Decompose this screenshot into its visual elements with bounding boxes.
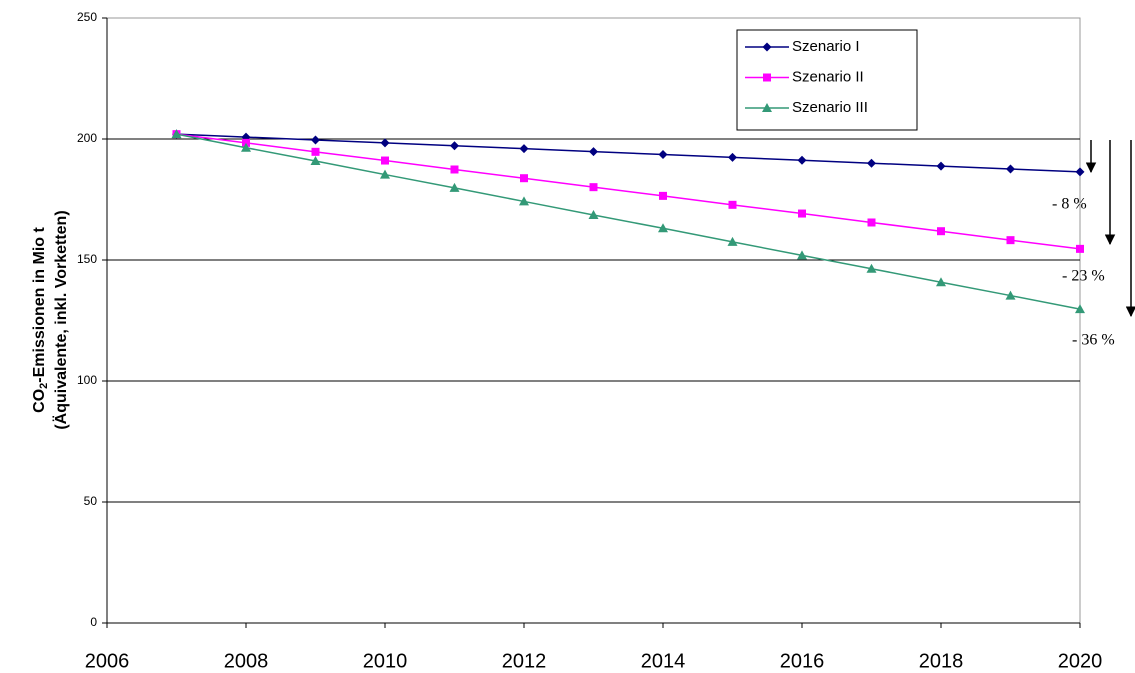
y-tick-label: 250 xyxy=(77,10,97,24)
marker xyxy=(380,169,390,179)
legend-label: Szenario I xyxy=(792,38,860,55)
y-tick-label: 100 xyxy=(77,373,97,387)
title-part: 2 xyxy=(38,383,50,389)
marker xyxy=(867,218,876,227)
legend-label: Szenario III xyxy=(792,99,868,116)
marker xyxy=(1076,244,1084,253)
marker xyxy=(1006,164,1015,174)
marker xyxy=(658,223,668,233)
y-tick-label: 200 xyxy=(77,131,97,145)
legend-label: Szenario II xyxy=(792,68,864,85)
marker xyxy=(937,227,945,236)
marker xyxy=(728,152,737,162)
marker xyxy=(450,165,459,174)
y-axis-title: CO2-Emissionen in Mio t (Äquivalente, in… xyxy=(31,210,70,429)
marker xyxy=(797,250,807,260)
marker xyxy=(381,156,389,165)
marker xyxy=(589,183,598,192)
marker xyxy=(1005,290,1016,300)
marker xyxy=(311,135,320,145)
x-tick-label: 2012 xyxy=(502,650,547,672)
series-line xyxy=(176,133,1081,310)
legend-marker xyxy=(763,73,771,82)
marker xyxy=(1075,304,1085,314)
marker xyxy=(936,161,946,171)
marker xyxy=(588,209,599,219)
marker xyxy=(659,191,667,200)
marker xyxy=(171,129,182,139)
marker xyxy=(1075,167,1085,177)
plot-frame xyxy=(106,17,1081,624)
x-tick-label: 2008 xyxy=(224,650,269,672)
x-tick-label: 2010 xyxy=(363,650,408,672)
y-tick-label: 50 xyxy=(84,494,98,508)
x-tick-label: 2018 xyxy=(919,650,964,672)
marker xyxy=(241,142,251,152)
series-line xyxy=(176,133,1081,173)
annotation: - 8 % xyxy=(1052,196,1087,213)
x-tick-label: 2016 xyxy=(780,650,825,672)
annotation: - 23 % xyxy=(1062,268,1105,285)
marker xyxy=(310,156,321,166)
marker xyxy=(936,277,946,287)
y-axis-title-line: CO2-Emissionen in Mio t xyxy=(31,226,50,412)
x-tick-label: 2020 xyxy=(1058,650,1103,672)
marker xyxy=(311,147,320,156)
marker xyxy=(658,149,668,159)
marker xyxy=(450,141,459,151)
series-line xyxy=(176,133,1081,250)
marker xyxy=(797,155,807,165)
x-tick-label: 2006 xyxy=(85,650,130,672)
title-part: CO xyxy=(31,389,48,413)
legend-marker xyxy=(762,42,772,52)
marker xyxy=(1006,236,1015,245)
y-tick-label: 0 xyxy=(90,615,97,629)
marker xyxy=(520,174,528,183)
legend: Szenario I Szenario II Szenario III xyxy=(736,29,918,131)
marker xyxy=(798,209,806,218)
marker xyxy=(867,158,876,168)
marker xyxy=(380,138,390,148)
marker xyxy=(866,263,877,273)
y-axis-title-line: (Äquivalente, inkl. Vorketten) xyxy=(52,210,70,429)
marker xyxy=(519,196,529,206)
marker xyxy=(589,147,598,157)
marker xyxy=(449,182,460,192)
legend-marker xyxy=(762,103,772,112)
title-part: -Emissionen in Mio t xyxy=(31,226,48,382)
y-tick-label: 150 xyxy=(77,252,97,266)
marker xyxy=(728,200,737,209)
x-tick-label: 2014 xyxy=(641,650,686,672)
marker xyxy=(519,144,529,154)
annotation: - 36 % xyxy=(1072,332,1115,349)
marker xyxy=(727,236,738,246)
